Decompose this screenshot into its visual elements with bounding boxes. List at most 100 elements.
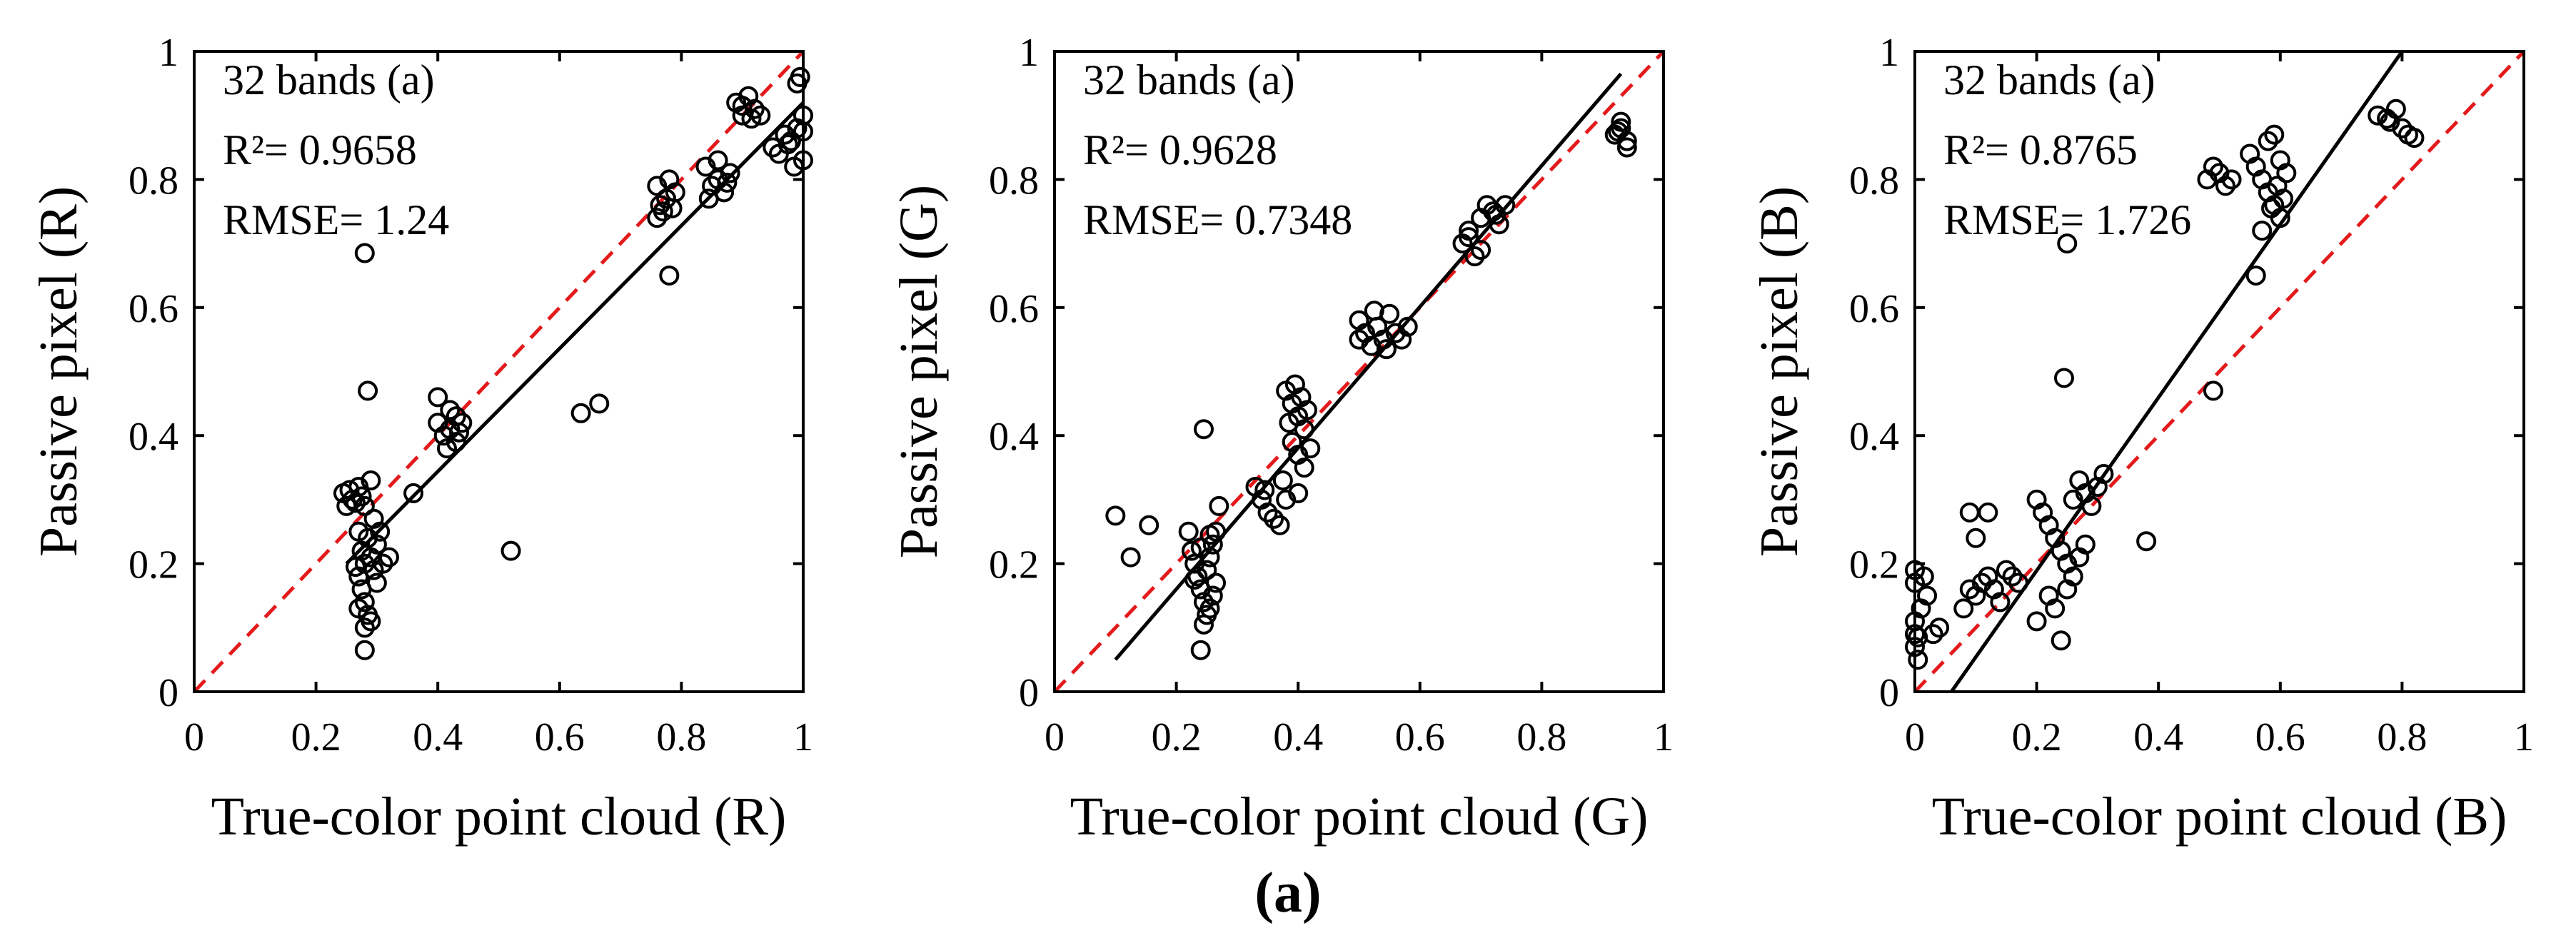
data-point xyxy=(1471,240,1491,261)
data-point xyxy=(354,243,375,263)
data-point xyxy=(354,592,375,612)
data-point xyxy=(2203,380,2223,401)
data-point xyxy=(2264,124,2285,145)
data-point xyxy=(659,265,680,286)
data-point xyxy=(1105,505,1126,526)
data-point xyxy=(361,611,381,632)
x-tick-label: 1 xyxy=(2514,715,2534,760)
y-tick-label: 0.8 xyxy=(989,158,1039,203)
data-point xyxy=(366,573,387,593)
data-point xyxy=(1464,246,1485,267)
annotation-text: RMSE= 0.7348 xyxy=(1083,196,1352,243)
data-point xyxy=(1181,540,1202,561)
data-point xyxy=(2053,368,2074,388)
x-axis-label: True-color point cloud (B) xyxy=(1932,787,2507,847)
data-point xyxy=(1953,598,1974,619)
data-point xyxy=(358,380,378,401)
fit-line xyxy=(1950,51,2404,692)
data-point xyxy=(1611,118,1631,138)
y-tick-label: 1 xyxy=(1879,31,1899,75)
annotation-text: 32 bands (a) xyxy=(1943,56,2155,104)
fit-line xyxy=(345,101,803,565)
data-point xyxy=(1611,111,1631,132)
data-point xyxy=(1279,413,1299,433)
data-point xyxy=(1257,502,1278,523)
data-point xyxy=(1190,640,1211,660)
data-point xyxy=(1616,137,1637,158)
data-point xyxy=(1990,592,2011,612)
data-point xyxy=(403,483,424,503)
x-tick-label: 0.2 xyxy=(2012,715,2062,760)
data-point xyxy=(1254,480,1275,500)
data-point xyxy=(1459,221,1479,241)
fit-line xyxy=(1114,72,1623,661)
data-point xyxy=(348,598,369,619)
data-point xyxy=(2377,109,2398,129)
data-point xyxy=(1139,515,1159,535)
data-point xyxy=(2273,188,2294,209)
data-point xyxy=(1209,495,1229,516)
data-point xyxy=(2392,118,2413,138)
data-point xyxy=(589,393,610,414)
data-point xyxy=(1364,301,1384,321)
x-tick-label: 0.8 xyxy=(656,715,706,760)
data-point xyxy=(1269,515,1290,535)
data-point xyxy=(1966,528,1986,548)
data-point xyxy=(1349,329,1369,350)
data-point xyxy=(665,182,685,203)
x-tick-label: 0.2 xyxy=(291,715,341,760)
data-point xyxy=(750,105,771,126)
data-point xyxy=(2045,598,2066,619)
x-tick-label: 0 xyxy=(1045,715,1065,760)
data-point xyxy=(2075,534,2095,555)
data-point xyxy=(1996,560,2016,580)
annotation-text: R²= 0.8765 xyxy=(1943,126,2138,173)
data-point xyxy=(1376,339,1397,360)
x-tick-label: 0.6 xyxy=(535,715,585,760)
y-axis-label: Passive pixel (B) xyxy=(1749,186,1809,557)
data-point xyxy=(436,438,457,459)
figure-caption: (a) xyxy=(1254,862,1322,924)
data-point xyxy=(2136,531,2157,552)
data-point xyxy=(1190,538,1211,558)
annotation-text: 32 bands (a) xyxy=(1083,56,1295,104)
y-tick-label: 0.8 xyxy=(1849,158,1899,203)
data-point xyxy=(1193,419,1214,440)
data-point xyxy=(1264,508,1284,529)
data-point xyxy=(1917,585,1938,606)
data-point xyxy=(2404,128,2425,148)
data-point xyxy=(1608,121,1629,142)
y-tick-label: 1 xyxy=(1019,31,1039,75)
y-tick-label: 0 xyxy=(1019,671,1039,715)
data-point xyxy=(1929,617,1950,638)
data-point xyxy=(741,109,762,129)
x-tick-label: 0.4 xyxy=(413,715,463,760)
data-point xyxy=(1178,521,1199,542)
annotation-text: RMSE= 1.726 xyxy=(1943,196,2191,243)
annotation-text: R²= 0.9658 xyxy=(223,126,417,173)
x-tick-label: 0 xyxy=(184,715,204,760)
data-point xyxy=(647,208,668,228)
data-point xyxy=(1978,502,1998,523)
y-tick-label: 0.2 xyxy=(1849,543,1899,588)
x-tick-label: 0.4 xyxy=(1273,715,1323,760)
data-point xyxy=(744,99,765,119)
data-point xyxy=(2258,131,2278,151)
data-point xyxy=(346,493,366,513)
identity-line xyxy=(194,51,803,692)
x-tick-label: 0.8 xyxy=(1516,715,1566,760)
data-point xyxy=(570,403,591,423)
data-point xyxy=(500,540,521,561)
data-point xyxy=(366,534,387,555)
y-tick-label: 0.6 xyxy=(1849,287,1899,331)
data-point xyxy=(361,470,381,490)
data-point xyxy=(698,188,719,209)
data-point xyxy=(720,163,740,183)
data-point xyxy=(346,557,366,578)
x-tick-label: 0.8 xyxy=(2377,715,2427,760)
x-tick-label: 0.2 xyxy=(1152,715,1202,760)
data-point xyxy=(2221,169,2242,190)
data-point xyxy=(1199,525,1220,545)
data-point xyxy=(1120,547,1141,568)
x-axis-label: True-color point cloud (G) xyxy=(1070,787,1649,847)
